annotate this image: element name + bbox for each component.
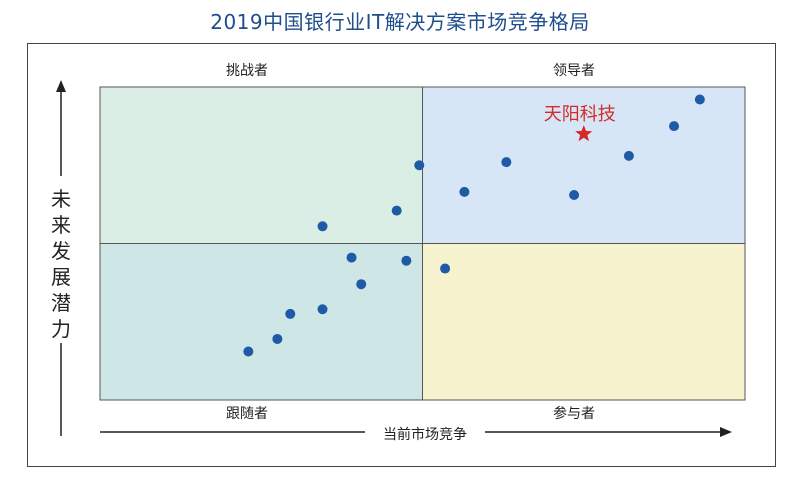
data-point [391,205,402,216]
data-point [356,279,367,290]
data-point [272,333,283,344]
quadrant-followers [100,243,423,400]
quadrant-leaders [422,87,745,244]
quadrant-participants [422,243,745,400]
highlight-label: 天阳科技 [543,103,616,125]
x-axis-label: 当前市场竞争 [365,424,485,444]
y-axis-label: 未来发展潜力 [51,187,71,341]
data-point [243,346,254,357]
quadrant-label-followers: 跟随者 [226,406,268,422]
data-point [459,186,470,197]
quadrant-label-leaders: 领导者 [553,63,595,79]
data-point [440,263,451,274]
chart-title: 2019中国银行业IT解决方案市场竞争格局 [210,10,590,34]
data-point [569,189,580,200]
quadrant-challengers [100,87,423,244]
highlight-star-icon [575,125,593,142]
data-point [623,150,634,161]
data-point [285,308,296,319]
y-axis-arrow-icon [56,80,66,92]
data-point [669,121,680,132]
data-point [346,252,357,263]
data-point [501,157,512,168]
quadrant-label-participants: 参与者 [553,406,595,422]
data-point [401,255,412,266]
data-point [317,304,328,315]
data-point [414,160,425,171]
quadrant-label-challengers: 挑战者 [226,63,268,79]
data-point [694,94,705,105]
x-axis-arrow-icon [720,427,732,437]
chart-frame [27,43,776,467]
data-points [243,94,705,357]
plot-border [99,86,746,401]
data-point [317,221,328,232]
